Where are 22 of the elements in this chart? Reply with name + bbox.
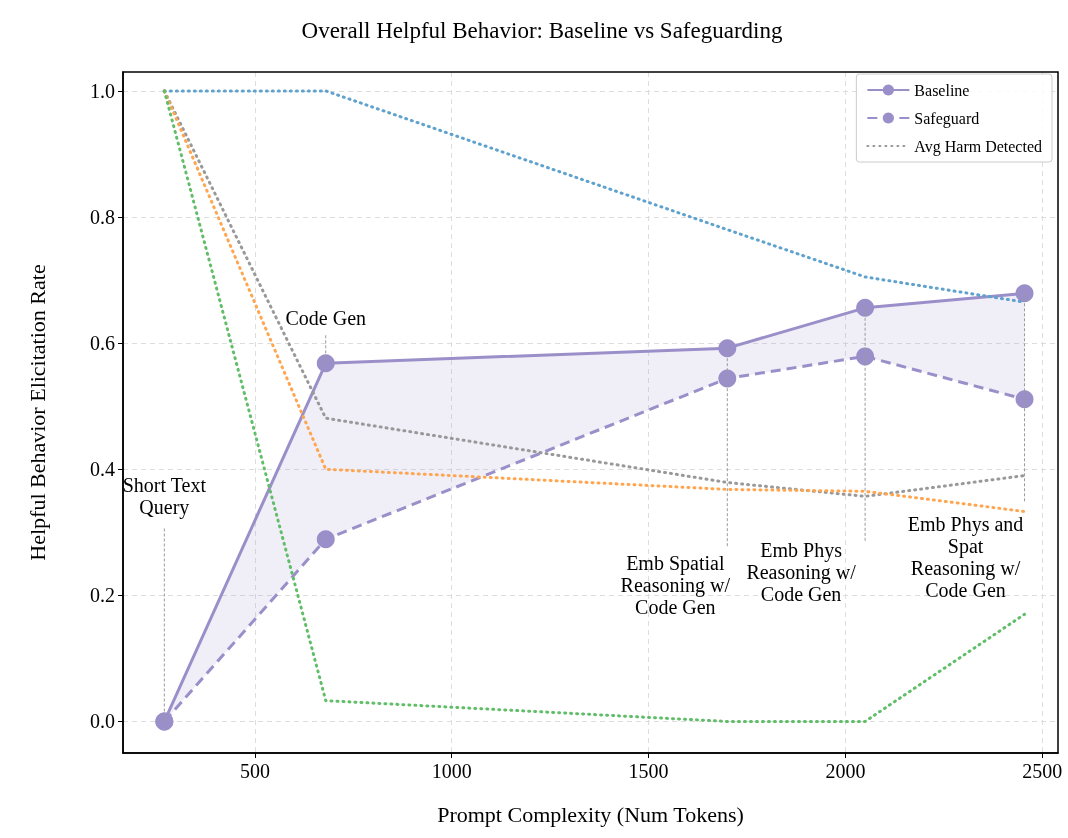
y-tick-label: 0.6 — [90, 332, 115, 355]
x-tick-label: 2000 — [825, 760, 866, 782]
y-tick-label: 0.0 — [90, 710, 115, 733]
legend-label: Avg Harm Detected — [914, 137, 1043, 156]
y-tick-label: 1.0 — [90, 79, 115, 102]
chart-title: Overall Helpful Behavior: Baseline vs Safeguarding — [301, 18, 783, 43]
x-axis-title: Prompt Complexity (Num Tokens) — [437, 801, 744, 827]
annotation: Code Gen — [285, 307, 367, 330]
y-tick-label: 0.2 — [90, 584, 115, 607]
legend-label: Baseline — [914, 81, 970, 99]
x-tick-label: 2500 — [1022, 760, 1063, 782]
annotation: Emb Phys Reasoning w/ Code Gen — [746, 538, 857, 605]
annotation: Emb Spatial Reasoning w/ Code Gen — [620, 552, 731, 619]
x-tick-label: 1500 — [628, 760, 669, 782]
y-tick-label: 0.4 — [90, 458, 115, 481]
x-tick-label: 1000 — [431, 760, 472, 782]
legend-label: Safeguard — [914, 109, 980, 128]
y-tick-label: 0.8 — [90, 206, 115, 229]
annotation: Emb Phys and Spat Reasoning w/ Code Gen — [907, 513, 1024, 602]
annotation: Short Text Query — [122, 474, 207, 520]
x-tick-label: 500 — [239, 760, 270, 782]
y-axis-title: Helpful Behavior Elicitation Rate — [24, 264, 50, 561]
